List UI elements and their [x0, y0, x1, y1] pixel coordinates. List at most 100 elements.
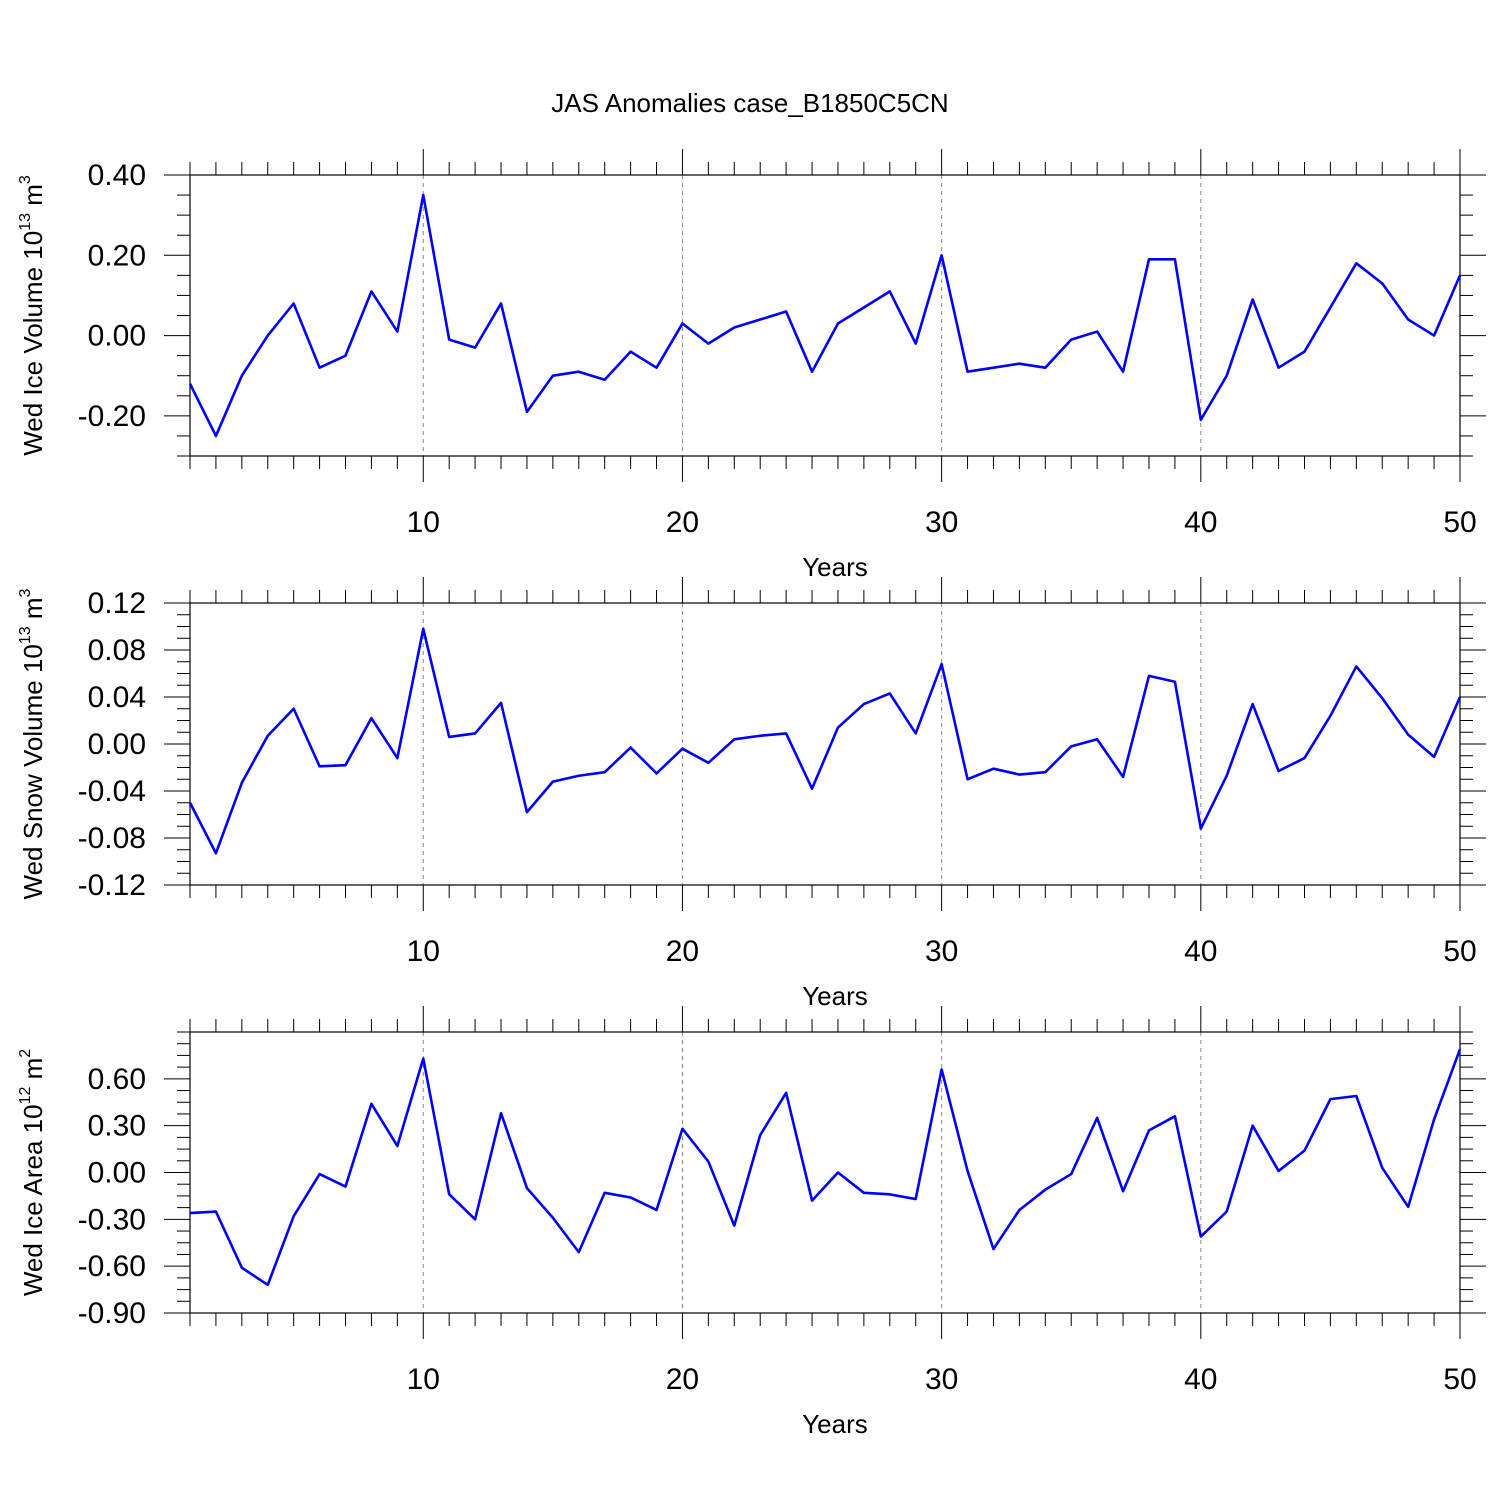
chart-title: JAS Anomalies case_B1850C5CN: [551, 88, 948, 118]
data-point: [525, 810, 529, 814]
data-point: [966, 777, 970, 781]
y-tick-label: 0.00: [88, 728, 146, 761]
data-point: [188, 382, 192, 386]
y-tick-label: -0.08: [78, 822, 146, 855]
x-tick-label: 40: [1184, 506, 1217, 539]
data-point: [1095, 1116, 1099, 1120]
data-point: [629, 746, 633, 750]
data-point: [758, 318, 762, 322]
data-point: [629, 350, 633, 354]
data-point: [966, 370, 970, 374]
data-point: [240, 781, 244, 785]
data-point: [629, 1195, 633, 1199]
data-point: [758, 1133, 762, 1137]
data-point: [240, 1266, 244, 1270]
y-axis-label: Wed Ice Volume 1013 m3: [17, 175, 48, 456]
data-point: [655, 366, 659, 370]
data-point: [1277, 769, 1281, 773]
data-point: [577, 774, 581, 778]
data-point: [421, 1057, 425, 1061]
data-point: [914, 1197, 918, 1201]
data-point: [706, 761, 710, 765]
data-point: [1380, 696, 1384, 700]
data-point: [680, 1127, 684, 1131]
data-point: [1251, 1124, 1255, 1128]
x-tick-label: 20: [666, 506, 699, 539]
data-point: [1380, 281, 1384, 285]
x-tick-label: 10: [407, 935, 440, 968]
x-axis-label: Years: [802, 1409, 868, 1439]
data-point: [1380, 1166, 1384, 1170]
data-point: [1432, 334, 1436, 338]
data-point: [1328, 714, 1332, 718]
plot-frame: [189, 174, 1461, 457]
x-tick-label: 40: [1184, 935, 1217, 968]
y-axis-label-unit: m: [18, 1058, 48, 1087]
data-point: [318, 764, 322, 768]
data-point: [1328, 1097, 1332, 1101]
data-point: [1069, 338, 1073, 342]
data-point: [1043, 366, 1047, 370]
data-point: [1406, 1205, 1410, 1209]
data-point: [1199, 418, 1203, 422]
data-point: [862, 1191, 866, 1195]
data-point: [292, 301, 296, 305]
y-axis-label-exponent: 13: [17, 626, 34, 644]
data-point: [577, 1250, 581, 1254]
data-point: [991, 366, 995, 370]
y-tick-label: 0.30: [88, 1110, 146, 1143]
data-point: [1043, 770, 1047, 774]
data-point: [1354, 261, 1358, 265]
data-point: [810, 370, 814, 374]
data-point: [1173, 1114, 1177, 1118]
y-tick-label: 0.40: [88, 159, 146, 192]
y-tick-label: -0.60: [78, 1250, 146, 1283]
data-point: [1225, 1210, 1229, 1214]
data-point: [188, 1211, 192, 1215]
data-point: [758, 734, 762, 738]
panel-3: 10 20 30 40 50 Years -0.90 -0.60 -0.30 0.00 0.30 0.…: [17, 1006, 1486, 1439]
data-point: [551, 780, 555, 784]
data-point: [1354, 1094, 1358, 1098]
data-point: [603, 1191, 607, 1195]
data-point: [1069, 1172, 1073, 1176]
data-point: [940, 253, 944, 257]
data-point: [395, 756, 399, 760]
data-point: [344, 1185, 348, 1189]
y-axis-label-text: Wed Snow Volume 10: [18, 644, 48, 899]
x-tick-label: 30: [925, 1363, 958, 1396]
data-point: [1147, 1128, 1151, 1132]
data-point: [1277, 1169, 1281, 1173]
x-tick-label: 30: [925, 506, 958, 539]
y-axis-label-unit-exponent: 2: [17, 1049, 34, 1058]
panel-2: 10 20 30 40 50 Years -0.12 -0.08 -0.04 0.00 0.04 0.…: [17, 577, 1486, 1011]
y-axis-label: Wed Snow Volume 1013 m3: [17, 588, 48, 899]
data-point: [1225, 774, 1229, 778]
data-point: [266, 1283, 270, 1287]
panel-1: 10 20 30 40 50 Years -0.20 0.00 0.20 0.40 Wed Ice …: [17, 149, 1486, 582]
data-point: [1251, 297, 1255, 301]
data-point: [1458, 273, 1462, 277]
y-axis-label-text: Wed Ice Volume 10: [18, 231, 48, 456]
data-point: [706, 342, 710, 346]
data-point: [292, 1214, 296, 1218]
data-point: [369, 1102, 373, 1106]
series-line: [188, 193, 1462, 438]
data-point: [395, 330, 399, 334]
data-point: [810, 1199, 814, 1203]
y-tick-label: 0.12: [88, 587, 146, 620]
data-point: [1173, 257, 1177, 261]
data-point: [603, 770, 607, 774]
y-tick-label: -0.12: [78, 869, 146, 902]
data-point: [914, 731, 918, 735]
data-point: [214, 851, 218, 855]
data-point: [1173, 680, 1177, 684]
y-axis-label-text: Wed Ice Area 10: [18, 1104, 48, 1296]
data-point: [732, 326, 736, 330]
data-point: [214, 434, 218, 438]
x-tick-label: 50: [1443, 506, 1476, 539]
data-point: [499, 701, 503, 705]
x-axis-label: Years: [802, 981, 868, 1011]
data-point: [1406, 733, 1410, 737]
